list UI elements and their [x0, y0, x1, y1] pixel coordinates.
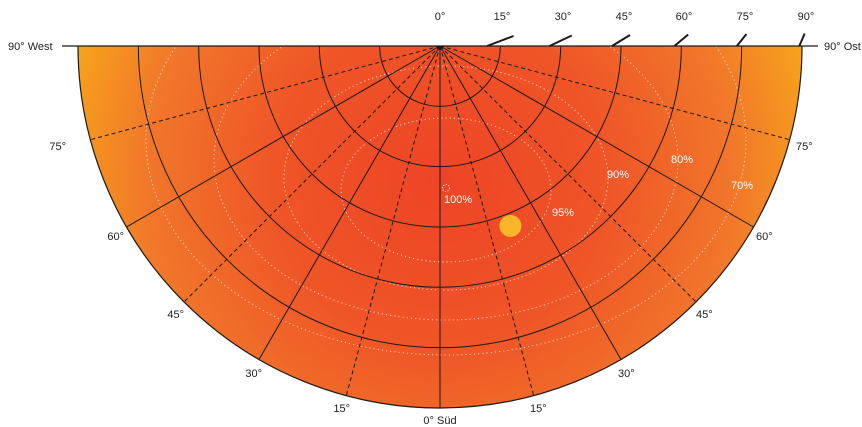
east-label: 90° Ost	[824, 41, 861, 53]
yield-contour-1	[340, 117, 552, 263]
azimuth-label-e60: 60°	[756, 231, 773, 243]
azimuth-line-45	[439, 45, 697, 303]
top-label-45: 45°	[616, 11, 633, 23]
yield-contour-4	[145, 46, 747, 356]
azimuth-line-30	[439, 45, 622, 360]
azimuth-label-w60: 60°	[107, 231, 124, 243]
yield-contour-2	[283, 65, 609, 291]
azimuth-label-e15: 15°	[530, 403, 547, 415]
top-label-0: 0°	[435, 11, 446, 23]
azimuth-line--15	[345, 45, 441, 396]
south-label: 0° Süd	[423, 415, 456, 427]
top-label-60: 60°	[676, 11, 693, 23]
yield-contours	[145, 46, 747, 356]
top-label-90: 90°	[798, 11, 815, 23]
top-tick-30	[549, 34, 573, 47]
yield-label-95: 95%	[552, 207, 574, 219]
top-tick-45	[611, 34, 631, 47]
top-tilt-ticks	[486, 33, 806, 47]
azimuth-label-e75: 75°	[796, 141, 813, 153]
azimuth-label-w15: 15°	[333, 403, 350, 415]
yield-label-80: 80%	[671, 154, 693, 166]
top-tick-15	[486, 35, 514, 47]
azimuth-label-w30: 30°	[245, 368, 262, 380]
yield-contour-3	[213, 46, 679, 321]
west-label: 90° West	[8, 41, 53, 53]
azimuth-lines	[90, 45, 790, 408]
azimuth-line--45	[183, 45, 441, 303]
azimuth-line--60	[126, 45, 441, 228]
azimuth-line-15	[439, 45, 535, 396]
yield-label-100: 100%	[444, 194, 472, 206]
top-tick-90	[798, 33, 806, 47]
optimum-point-marker	[442, 184, 450, 192]
azimuth-label-e45: 45°	[696, 309, 713, 321]
top-label-75: 75°	[737, 11, 754, 23]
azimuth-line--30	[258, 45, 441, 360]
top-tick-60	[673, 33, 689, 47]
azimuth-label-w75: 75°	[49, 141, 66, 153]
azimuth-line--75	[90, 45, 441, 141]
azimuth-label-e30: 30°	[618, 368, 635, 380]
yield-label-70: 70%	[731, 180, 753, 192]
top-label-30: 30°	[555, 11, 572, 23]
azimuth-line-75	[439, 45, 790, 141]
top-label-15: 15°	[494, 11, 511, 23]
azimuth-label-w45: 45°	[167, 309, 184, 321]
azimuth-line-60	[439, 45, 754, 228]
top-tick-75	[736, 33, 748, 47]
orientation-marker	[499, 214, 522, 237]
yield-label-90: 90%	[607, 169, 629, 181]
